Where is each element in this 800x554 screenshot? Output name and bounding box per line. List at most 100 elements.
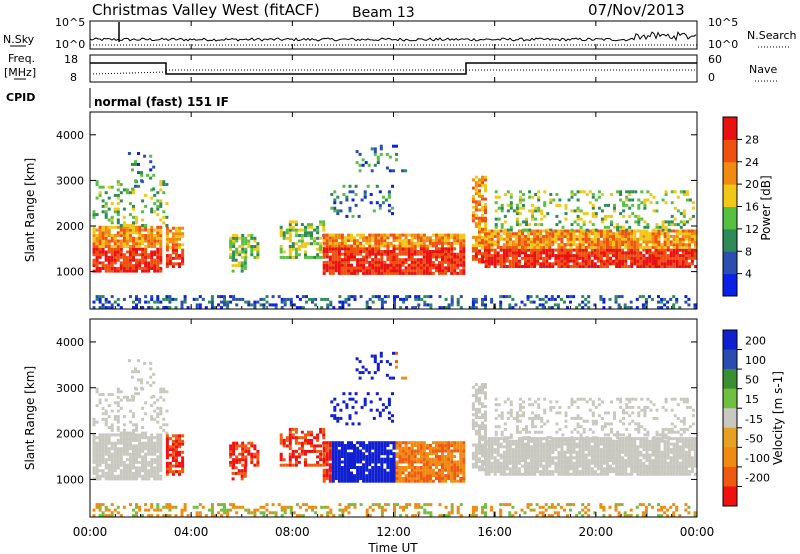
power-cell bbox=[682, 214, 686, 218]
velocity-cell bbox=[548, 439, 552, 443]
velocity-cell bbox=[101, 458, 105, 462]
power-cell bbox=[322, 220, 326, 224]
power-cell bbox=[331, 250, 335, 253]
velocity-cell bbox=[150, 436, 154, 440]
velocity-cell bbox=[135, 477, 138, 481]
power-cell bbox=[654, 240, 658, 244]
velocity-cell bbox=[377, 479, 381, 483]
velocity-cell bbox=[331, 468, 335, 472]
power-cell bbox=[484, 197, 487, 201]
power-cell bbox=[389, 258, 393, 262]
power-cell bbox=[631, 190, 635, 194]
velocity-cell bbox=[517, 461, 521, 465]
velocity-cell bbox=[354, 400, 358, 404]
velocity-cell bbox=[508, 456, 512, 460]
velocity-cell bbox=[456, 441, 460, 445]
power-cell bbox=[414, 306, 418, 310]
power-cell bbox=[174, 297, 178, 301]
velocity-cell bbox=[333, 414, 337, 418]
velocity-cell bbox=[359, 441, 363, 445]
velocity-cell bbox=[422, 455, 426, 458]
velocity-cell bbox=[374, 468, 378, 472]
power-cell bbox=[471, 197, 475, 201]
velocity-cell bbox=[354, 411, 358, 415]
power-cell bbox=[125, 234, 129, 237]
power-cell bbox=[407, 258, 411, 262]
power-cell bbox=[348, 209, 352, 213]
power-cell bbox=[575, 259, 579, 263]
velocity-cell bbox=[334, 468, 338, 472]
velocity-cell bbox=[496, 445, 500, 449]
velocity-cell bbox=[551, 442, 555, 446]
power-cell bbox=[636, 245, 640, 249]
power-cell bbox=[353, 266, 356, 270]
velocity-cell bbox=[444, 444, 448, 447]
power-cell bbox=[101, 204, 105, 208]
power-cell bbox=[484, 254, 488, 258]
power-cell bbox=[527, 245, 530, 249]
velocity-cell bbox=[95, 463, 99, 467]
power-cell bbox=[630, 259, 634, 263]
velocity-cell bbox=[331, 457, 335, 461]
power-cell bbox=[524, 240, 527, 244]
power-cell bbox=[685, 193, 689, 196]
power-cell bbox=[122, 188, 126, 192]
velocity-cell bbox=[285, 463, 289, 467]
power-cell bbox=[98, 239, 102, 243]
power-cell bbox=[624, 256, 628, 260]
velocity-cell bbox=[539, 470, 543, 474]
power-cell bbox=[560, 232, 564, 236]
power-cell bbox=[554, 229, 558, 233]
velocity-cell bbox=[371, 471, 375, 475]
velocity-cell bbox=[511, 453, 515, 457]
power-cell bbox=[175, 243, 178, 247]
power-cell bbox=[590, 254, 594, 258]
power-cell bbox=[614, 300, 618, 304]
power-cell bbox=[241, 297, 245, 301]
velocity-cell bbox=[447, 466, 451, 469]
power-cell bbox=[672, 229, 676, 233]
velocity-cell bbox=[316, 438, 320, 442]
velocity-cell bbox=[95, 444, 99, 448]
power-cell bbox=[140, 179, 144, 183]
power-cell bbox=[536, 254, 540, 258]
power-cell bbox=[383, 263, 387, 267]
velocity-cell bbox=[474, 421, 478, 425]
power-cell bbox=[343, 269, 347, 273]
power-cell bbox=[376, 155, 380, 159]
velocity-cell bbox=[474, 432, 478, 436]
power-cell bbox=[622, 209, 626, 213]
power-cell bbox=[450, 303, 454, 307]
power-cell bbox=[517, 248, 521, 252]
power-cell bbox=[566, 243, 570, 247]
power-cell bbox=[283, 300, 287, 304]
power-cell bbox=[481, 205, 484, 209]
velocity-cell bbox=[496, 439, 500, 443]
power-cell bbox=[347, 263, 350, 267]
power-cell bbox=[525, 228, 528, 232]
power-cell bbox=[484, 232, 488, 236]
power-cell bbox=[328, 233, 332, 237]
power-cell bbox=[92, 300, 96, 304]
velocity-cell bbox=[144, 452, 148, 456]
velocity-cell bbox=[104, 433, 108, 437]
velocity-cell bbox=[322, 436, 326, 440]
power-cell bbox=[450, 236, 454, 240]
power-cell bbox=[377, 269, 381, 273]
power-cell bbox=[380, 300, 384, 304]
power-cell bbox=[687, 237, 691, 241]
velocity-cell bbox=[128, 460, 132, 464]
power-cell bbox=[168, 229, 172, 233]
power-cell bbox=[404, 169, 408, 173]
velocity-cell bbox=[159, 438, 163, 442]
power-cell bbox=[256, 247, 260, 251]
power-cell bbox=[388, 169, 392, 173]
power-cell bbox=[181, 259, 185, 263]
velocity-cell bbox=[113, 449, 117, 453]
power-cell bbox=[391, 184, 394, 188]
power-cell bbox=[621, 248, 625, 252]
power-cell bbox=[241, 239, 245, 243]
power-cell bbox=[506, 209, 510, 213]
velocity-cell bbox=[250, 441, 254, 445]
power-cell bbox=[371, 252, 375, 256]
